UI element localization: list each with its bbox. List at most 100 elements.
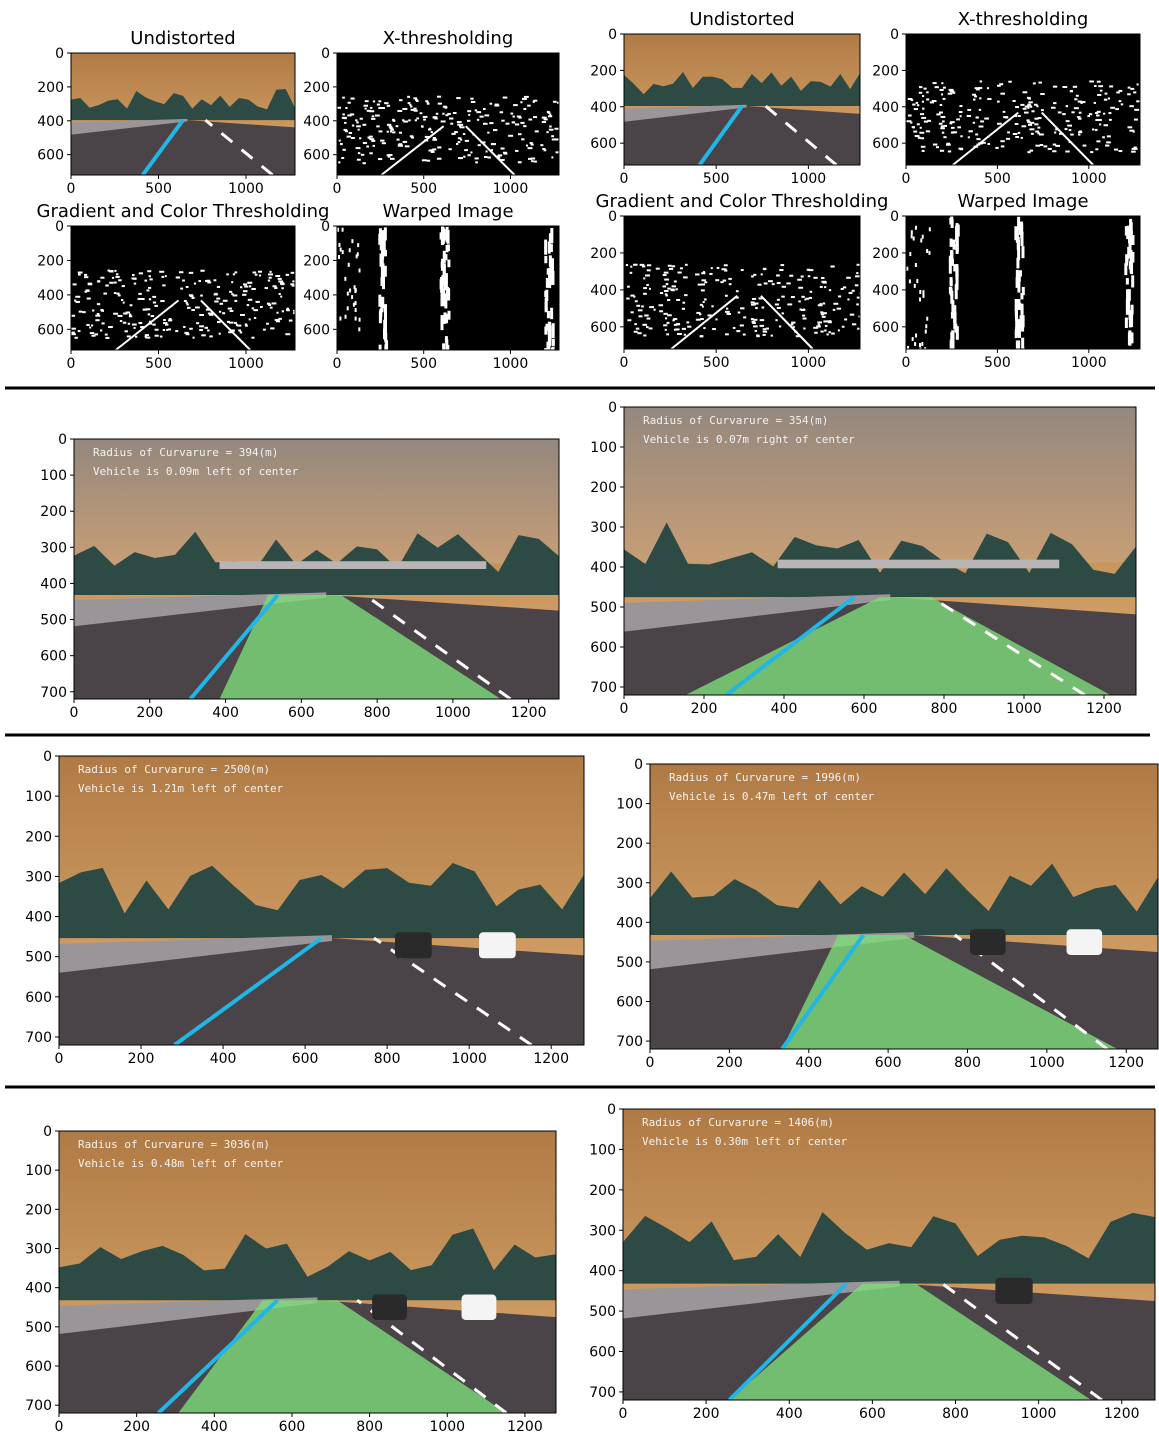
clouds bbox=[74, 439, 559, 564]
tree-line bbox=[71, 89, 295, 121]
road-photo bbox=[650, 764, 1158, 1049]
road-photo bbox=[624, 34, 860, 165]
y-tick-label: 100 bbox=[589, 1142, 616, 1158]
axes-frame bbox=[622, 1108, 1156, 1401]
car bbox=[372, 1294, 407, 1320]
y-tick-label: 600 bbox=[37, 148, 64, 164]
pipeline-panel-warped: Warped Image 0 500 1000 0 200 400 600 bbox=[303, 201, 560, 372]
y-tick-label: 400 bbox=[590, 283, 617, 299]
x-tick-label: 800 bbox=[364, 705, 391, 721]
x-tick-label: 1000 bbox=[791, 355, 827, 371]
car bbox=[970, 929, 1006, 955]
x-tick-label: 1200 bbox=[507, 1419, 543, 1435]
y-tick-label: 700 bbox=[25, 1398, 52, 1414]
y-tick-label: 0 bbox=[321, 219, 330, 235]
x-tick-label: 800 bbox=[942, 1406, 969, 1422]
y-tick-label: 0 bbox=[321, 46, 330, 62]
curvature-readout: Radius of Curvarure = 1996(m) bbox=[669, 771, 861, 784]
barrier bbox=[59, 1297, 318, 1335]
axes-frame bbox=[649, 763, 1159, 1050]
x-tick-label: 500 bbox=[145, 181, 172, 197]
y-tick-label: 400 bbox=[872, 100, 899, 116]
x-tick-label: 400 bbox=[776, 1406, 803, 1422]
x-tick-label: 1200 bbox=[533, 1051, 569, 1067]
right-lane-line bbox=[930, 595, 1086, 695]
vehicle-offset-readout: Vehicle is 0.07m right of center bbox=[643, 433, 855, 446]
road-surface bbox=[624, 106, 860, 165]
left-lane-line bbox=[157, 1298, 280, 1413]
tree-line bbox=[59, 1228, 556, 1301]
axes-frame bbox=[70, 52, 296, 176]
curvature-readout: Radius of Curvarure = 354(m) bbox=[643, 414, 828, 427]
y-tick-label: 400 bbox=[616, 915, 643, 931]
y-tick-label: 0 bbox=[890, 27, 899, 43]
curvature-readout: Radius of Curvarure = 1406(m) bbox=[642, 1116, 834, 1129]
lane-area bbox=[219, 595, 501, 699]
y-tick-label: 200 bbox=[25, 1202, 52, 1218]
x-tick-label: 600 bbox=[851, 701, 878, 717]
pipeline-panel-warped: Warped Image 0 500 1000 0 200 400 600 bbox=[872, 191, 1141, 371]
x-tick-label: 0 bbox=[333, 356, 342, 372]
left-lane-line bbox=[780, 933, 865, 1049]
y-tick-label: 500 bbox=[590, 600, 617, 616]
result-panel: Radius of Curvarure = 394(m) Vehicle is 0… bbox=[40, 432, 560, 721]
x-tick-label: 200 bbox=[136, 705, 163, 721]
y-tick-label: 300 bbox=[25, 1242, 52, 1258]
y-tick-label: 0 bbox=[608, 209, 617, 225]
x-tick-label: 200 bbox=[128, 1051, 155, 1067]
road-photo bbox=[71, 53, 295, 175]
y-tick-label: 400 bbox=[303, 288, 330, 304]
car bbox=[461, 1294, 497, 1320]
y-tick-label: 700 bbox=[25, 1030, 52, 1046]
left-lane-line bbox=[141, 118, 185, 175]
y-tick-label: 600 bbox=[303, 322, 330, 338]
overpass bbox=[777, 559, 1060, 569]
result-panel: Radius of Curvarure = 3036(m) Vehicle is … bbox=[25, 1124, 557, 1435]
road-photo bbox=[623, 1109, 1155, 1400]
result-panel: Radius of Curvarure = 1406(m) Vehicle is … bbox=[589, 1102, 1156, 1422]
x-tick-label: 0 bbox=[70, 705, 79, 721]
x-tick-label: 500 bbox=[703, 355, 730, 371]
lane-area bbox=[782, 935, 1118, 1049]
panel-title: X-thresholding bbox=[958, 9, 1089, 30]
y-tick-label: 600 bbox=[872, 320, 899, 336]
y-tick-label: 200 bbox=[590, 246, 617, 262]
y-tick-label: 200 bbox=[872, 63, 899, 79]
panel-title: Warped Image bbox=[957, 191, 1088, 212]
y-tick-label: 600 bbox=[40, 649, 67, 665]
axes-frame bbox=[336, 225, 560, 351]
y-tick-label: 100 bbox=[40, 468, 67, 484]
x-tick-label: 500 bbox=[984, 171, 1011, 187]
x-tick-label: 1200 bbox=[1086, 701, 1122, 717]
y-tick-label: 600 bbox=[37, 322, 64, 338]
panel-title: Undistorted bbox=[689, 9, 794, 30]
y-tick-label: 0 bbox=[890, 209, 899, 225]
panel-title: Gradient and Color Thresholding bbox=[37, 201, 330, 222]
axes-frame bbox=[58, 1130, 557, 1414]
x-tick-label: 0 bbox=[620, 355, 629, 371]
y-tick-label: 300 bbox=[616, 876, 643, 892]
y-tick-label: 600 bbox=[616, 995, 643, 1011]
y-tick-label: 500 bbox=[616, 955, 643, 971]
x-tick-label: 1200 bbox=[1108, 1055, 1144, 1071]
y-tick-label: 200 bbox=[25, 829, 52, 845]
y-tick-label: 600 bbox=[303, 148, 330, 164]
x-tick-label: 500 bbox=[145, 356, 172, 372]
y-tick-label: 400 bbox=[40, 576, 67, 592]
axes-frame bbox=[336, 52, 560, 176]
y-tick-label: 300 bbox=[25, 869, 52, 885]
x-tick-label: 1200 bbox=[1104, 1406, 1140, 1422]
x-tick-label: 600 bbox=[279, 1419, 306, 1435]
barrier bbox=[74, 592, 327, 627]
car bbox=[995, 1277, 1033, 1304]
y-tick-label: 400 bbox=[37, 288, 64, 304]
y-tick-label: 600 bbox=[590, 640, 617, 656]
y-tick-label: 0 bbox=[43, 1124, 52, 1140]
road-photo bbox=[74, 439, 559, 699]
binary-pixels bbox=[625, 263, 864, 350]
y-tick-label: 200 bbox=[303, 253, 330, 269]
x-tick-label: 400 bbox=[212, 705, 239, 721]
vehicle-offset-readout: Vehicle is 1.21m left of center bbox=[78, 782, 284, 795]
binary-pixels bbox=[337, 95, 561, 176]
tree-line bbox=[624, 522, 1136, 598]
